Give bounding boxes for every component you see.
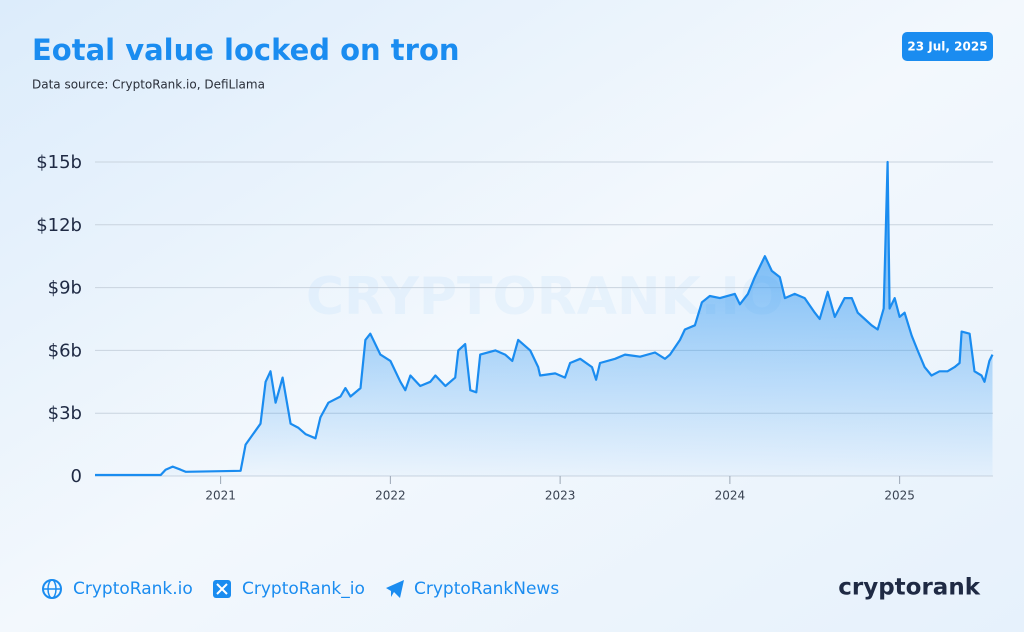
y-tick-label: $15b bbox=[36, 152, 82, 173]
date-badge bbox=[902, 32, 993, 61]
x-tick-label: 2025 bbox=[884, 489, 915, 503]
area bbox=[95, 162, 993, 476]
plot: 0 $3b $6b $9b $12b $15b 2021 2022 2023 2024 2025 bbox=[36, 152, 994, 503]
date: 23 Jul, 2025 bbox=[907, 40, 987, 54]
chart-subtitle: Data source: CryptoRank.io, DefiLlama bbox=[32, 78, 265, 92]
y-tick-label: $9b bbox=[48, 278, 82, 299]
telegram-icon bbox=[386, 580, 404, 598]
footer-link[interactable]: CryptoRank.io bbox=[73, 579, 193, 599]
footer: CryptoRank.io CryptoRank_io CryptoRankNe… bbox=[42, 575, 981, 601]
logo: cryptorank bbox=[838, 575, 980, 601]
y-tick-label: $6b bbox=[48, 340, 82, 361]
chart-title: Eotal value locked on tron bbox=[32, 33, 460, 67]
footer-link[interactable]: CryptoRank_io bbox=[242, 579, 365, 599]
x-tick-label: 2021 bbox=[205, 489, 236, 503]
y-tick-label: 0 bbox=[71, 466, 82, 487]
y-tick-label: $12b bbox=[36, 215, 82, 236]
x-tick-label: 2023 bbox=[545, 489, 576, 503]
x-tick-label: 2024 bbox=[715, 489, 746, 503]
footer-link[interactable]: CryptoRankNews bbox=[414, 579, 559, 599]
y-tick-label: $3b bbox=[48, 403, 82, 424]
x-tick-label: 2022 bbox=[375, 489, 406, 503]
x-icon bbox=[216, 583, 228, 595]
line bbox=[95, 160, 994, 477]
